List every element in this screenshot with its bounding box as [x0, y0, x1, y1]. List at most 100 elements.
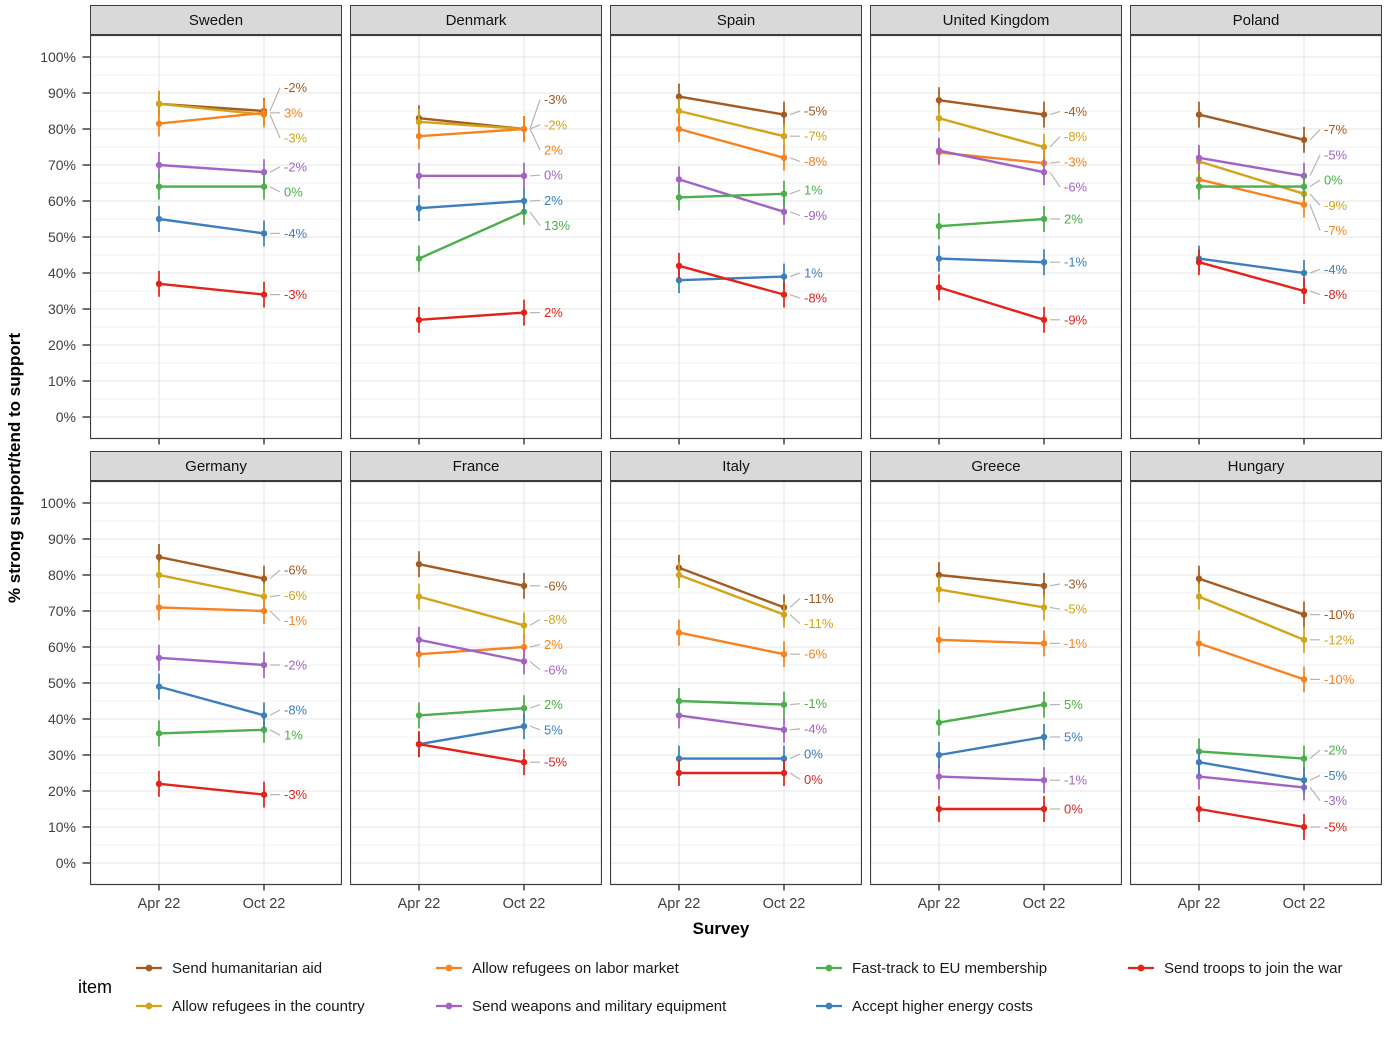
y-tick-label: 20% — [48, 337, 76, 353]
data-point — [780, 726, 788, 733]
change-label: -1% — [1064, 255, 1088, 270]
label-leader-line — [1309, 204, 1321, 231]
legend: item Send humanitarian aid Allow refugees… — [20, 955, 1382, 1019]
data-point — [1300, 269, 1308, 277]
data-point — [520, 582, 528, 589]
data-point — [675, 107, 683, 115]
data-point — [155, 730, 163, 737]
change-label: 2% — [1064, 212, 1083, 227]
y-tick-label: 80% — [48, 121, 76, 137]
series-line-accept_higher_energy_costs — [938, 257, 1045, 264]
panel-border — [1130, 35, 1382, 440]
series-line-allow_refugees_in_country — [158, 102, 265, 116]
data-point — [935, 719, 943, 726]
legend-column: Send troops to join the war — [1126, 955, 1342, 1019]
label-leader-line — [789, 703, 801, 706]
legend-key-icon — [436, 964, 462, 972]
change-label: -8% — [284, 703, 308, 718]
legend-item-send_humanitarian_aid: Send humanitarian aid — [134, 955, 434, 981]
data-point — [155, 683, 163, 690]
y-tick-label: 90% — [48, 85, 76, 101]
panel-border — [610, 35, 862, 440]
series-line-send_troops_join_war — [158, 282, 265, 296]
data-point — [675, 769, 683, 777]
data-point — [935, 97, 943, 104]
data-point — [780, 190, 788, 197]
change-label: 1% — [804, 183, 823, 198]
data-point — [260, 575, 268, 582]
data-point — [260, 791, 268, 798]
data-point — [1300, 636, 1308, 643]
label-leader-line — [529, 99, 541, 130]
change-label: -4% — [804, 721, 828, 736]
data-point — [155, 100, 163, 108]
data-point — [1195, 773, 1203, 780]
data-point — [1040, 701, 1048, 708]
legend-column: Allow refugees on labor market Send weapo… — [434, 955, 814, 1019]
series-line-send_humanitarian_aid — [678, 95, 785, 116]
series-line-allow_refugees_in_country — [938, 117, 1045, 149]
y-tick-label: 70% — [48, 157, 76, 173]
data-point — [415, 593, 423, 600]
label-leader-line — [1049, 171, 1061, 188]
panel-border — [90, 481, 342, 886]
change-label: 5% — [1064, 730, 1083, 745]
series-line-fast_track_eu_membership — [418, 210, 525, 260]
data-point — [520, 125, 528, 133]
data-point — [1040, 805, 1048, 813]
facet-panel: Germany -6% -6% -1% -2% -8% 1% -3% Apr 22 Oct 22 — [90, 451, 342, 917]
series-line-send_troops_join_war — [1198, 807, 1305, 829]
change-label: -11% — [804, 591, 834, 606]
data-point — [260, 169, 268, 176]
change-label: -5% — [1324, 147, 1348, 162]
legend-key-icon — [816, 1002, 842, 1010]
y-tick-label: 10% — [48, 819, 76, 835]
series-line-allow_refugees_in_country — [678, 109, 785, 138]
label-leader-line — [529, 128, 541, 151]
legend-item-accept_higher_energy_costs: Accept higher energy costs — [814, 993, 1126, 1019]
legend-item-label: Fast-track to EU membership — [852, 959, 1048, 977]
label-leader-line — [1049, 161, 1061, 164]
x-tick-label: Apr 22 — [398, 896, 441, 912]
data-point — [1040, 143, 1048, 151]
facet-title: Poland — [1130, 5, 1382, 35]
change-label: -1% — [804, 696, 828, 711]
y-tick-label: 0% — [56, 855, 76, 871]
change-label: -9% — [804, 208, 828, 223]
data-point — [520, 759, 528, 766]
data-point — [1040, 733, 1048, 741]
data-point — [1040, 111, 1048, 118]
label-leader-line — [789, 189, 801, 195]
series-line-send_weapons_military_equipment — [158, 656, 265, 667]
data-point — [1300, 823, 1308, 831]
y-tick-label: 20% — [48, 783, 76, 799]
series-line-accept_higher_energy_costs — [158, 685, 265, 717]
data-point — [1040, 777, 1048, 784]
series-line-send_weapons_military_equipment — [938, 149, 1045, 174]
change-label: -4% — [1064, 104, 1088, 119]
change-label: -10% — [1324, 607, 1355, 622]
series-line-fast_track_eu_membership — [1198, 750, 1305, 760]
data-point — [1195, 183, 1203, 190]
facet-title: Sweden — [90, 5, 342, 35]
data-point — [415, 133, 423, 140]
y-tick-label: 80% — [48, 567, 76, 583]
data-point — [415, 651, 423, 658]
label-leader-line — [1049, 110, 1061, 116]
series-line-allow_refugees_on_labor_market — [158, 111, 265, 125]
change-label: -2% — [284, 80, 308, 95]
facet-title: Germany — [90, 451, 342, 481]
data-point — [520, 197, 528, 205]
legend-key-icon — [1128, 964, 1154, 972]
change-label: -5% — [804, 104, 828, 119]
label-leader-line — [1309, 774, 1321, 781]
data-point — [520, 643, 528, 651]
facet-plot: -11% -11% -6% -1% -4% 0% 0% Apr 22 Oct 22 — [610, 481, 862, 912]
change-label: 0% — [804, 772, 823, 787]
facet-plot: -6% -8% 2% -6% 2% 5% -5% Apr 22 Oct 22 — [350, 481, 602, 912]
y-tick-label: 50% — [48, 229, 76, 245]
y-tick-label: 60% — [48, 639, 76, 655]
legend-item-label: Accept higher energy costs — [852, 997, 1033, 1015]
change-label: -3% — [284, 131, 308, 146]
change-label: -5% — [1324, 820, 1348, 835]
